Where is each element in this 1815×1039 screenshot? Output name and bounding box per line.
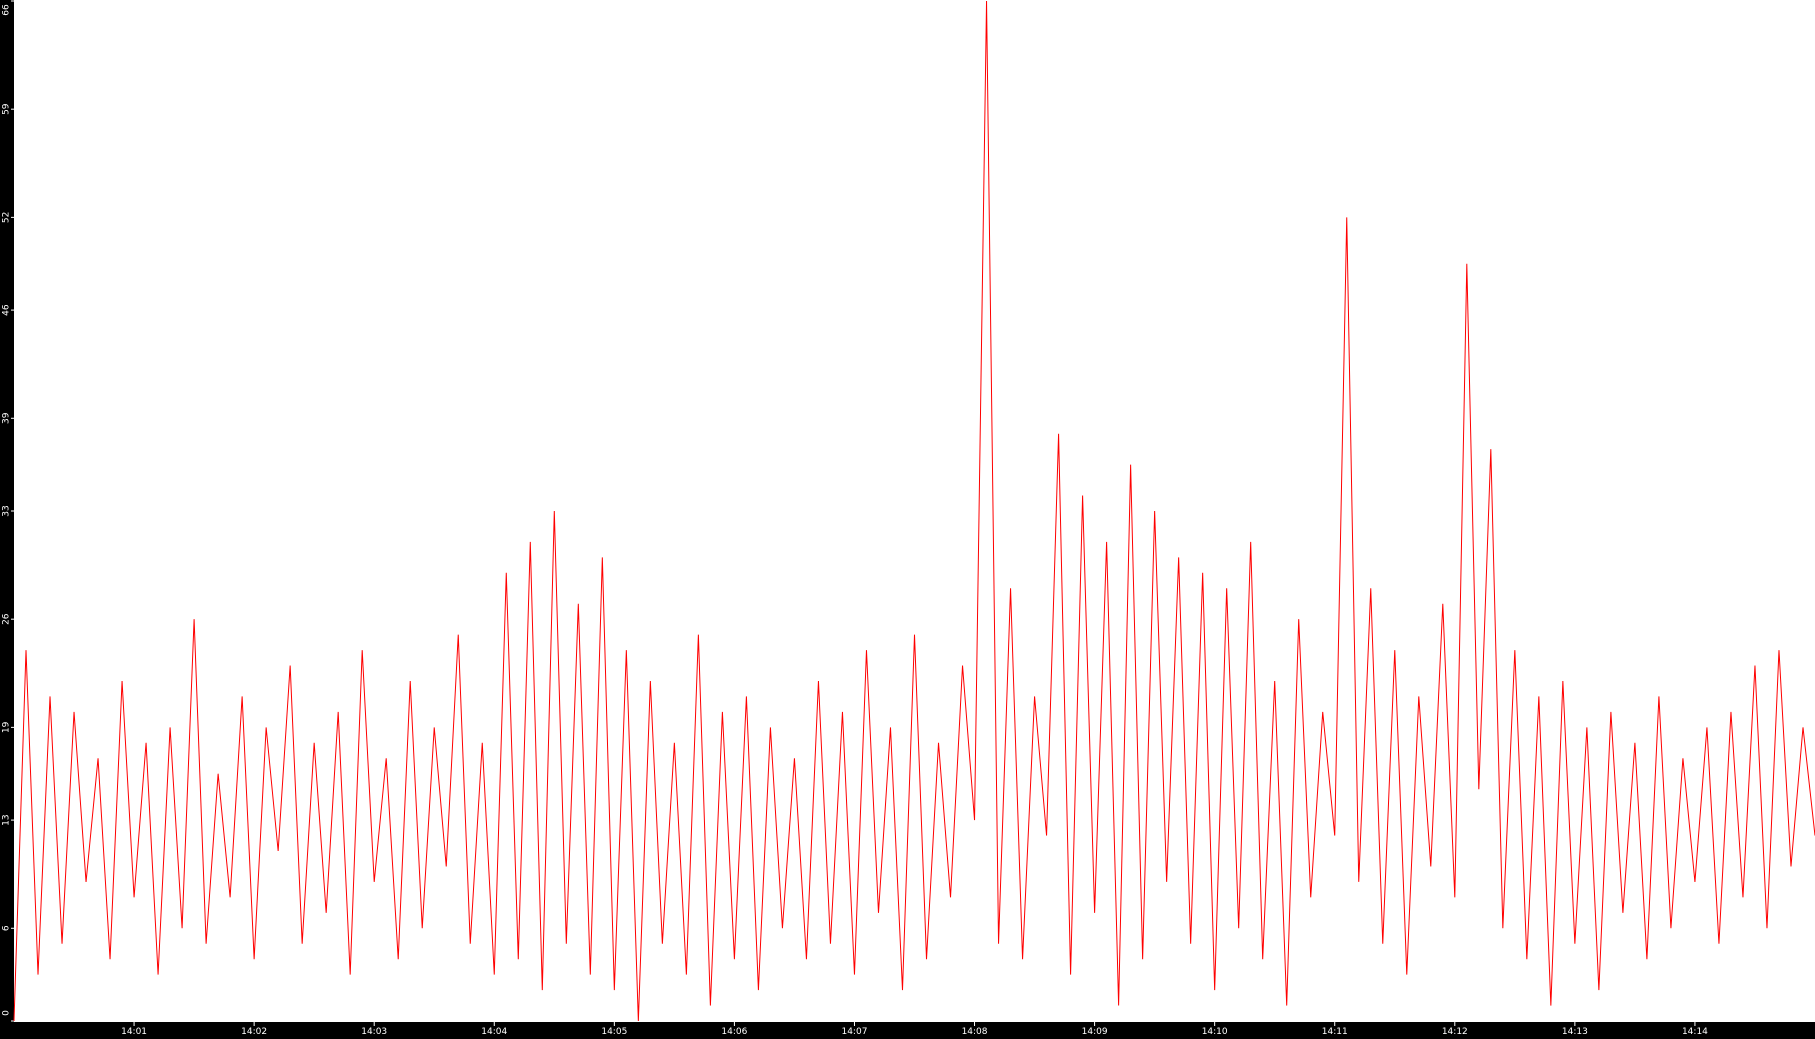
y-tick-label: 52 bbox=[2, 212, 12, 223]
y-tick-label: 39 bbox=[2, 412, 12, 424]
x-tick-label: 14:08 bbox=[962, 1027, 988, 1037]
y-tick-label: 66 bbox=[2, 4, 12, 16]
y-tick-label: 0 bbox=[2, 1010, 12, 1016]
x-tick-label: 14:10 bbox=[1202, 1027, 1228, 1037]
y-tick-label: 33 bbox=[2, 505, 12, 516]
y-tick-label: 13 bbox=[2, 814, 12, 825]
x-tick-label: 14:05 bbox=[601, 1027, 627, 1037]
x-tick-label: 14:14 bbox=[1682, 1027, 1708, 1037]
x-tick-label: 14:12 bbox=[1442, 1027, 1468, 1037]
x-tick-label: 14:02 bbox=[241, 1027, 267, 1037]
data-line bbox=[13, 0, 1815, 1022]
x-tick-label: 14:13 bbox=[1562, 1027, 1588, 1037]
x-tick-label: 14:09 bbox=[1082, 1027, 1108, 1037]
x-tick-label: 14:11 bbox=[1322, 1027, 1348, 1037]
y-tick-label: 59 bbox=[2, 103, 12, 115]
x-tick-label: 14:04 bbox=[481, 1027, 507, 1037]
y-tick-label: 6 bbox=[2, 925, 12, 931]
y-axis-bar bbox=[0, 0, 14, 1039]
y-tick-label: 26 bbox=[2, 613, 12, 625]
y-tick-label: 46 bbox=[2, 304, 12, 316]
x-tick-label: 14:06 bbox=[721, 1027, 747, 1037]
x-tick-label: 14:03 bbox=[361, 1027, 387, 1037]
x-axis-bar bbox=[0, 1022, 1815, 1039]
y-tick-label: 19 bbox=[2, 721, 12, 733]
x-tick-label: 14:01 bbox=[121, 1027, 147, 1037]
x-tick-label: 14:07 bbox=[841, 1027, 867, 1037]
